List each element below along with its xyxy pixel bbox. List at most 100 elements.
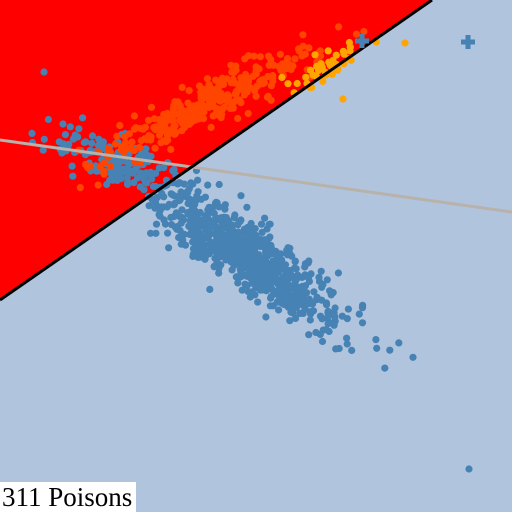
data-point-1256 [328, 70, 336, 78]
data-point-1145 [317, 52, 325, 60]
data-point-115 [358, 304, 367, 312]
data-point-1194 [299, 42, 307, 50]
data-point-1231 [302, 73, 310, 81]
data-point-752 [292, 265, 300, 273]
data-point-1045 [160, 110, 168, 119]
data-point-905 [115, 169, 123, 177]
data-point-728 [218, 249, 226, 257]
data-point-1218 [147, 133, 155, 141]
data-point-1153 [116, 121, 124, 130]
data-point-962 [252, 92, 260, 100]
data-point-1225 [175, 109, 183, 118]
data-point-1210 [185, 87, 193, 95]
data-point-769 [252, 262, 260, 270]
data-point-1224 [194, 104, 202, 112]
data-point-1011 [227, 61, 235, 69]
data-point-767 [223, 224, 231, 232]
data-point-1143 [237, 99, 245, 107]
data-point-718 [258, 256, 266, 264]
data-point-706 [147, 229, 155, 237]
data-point-1141 [163, 116, 171, 124]
data-point-446 [258, 228, 266, 236]
data-point-1185 [167, 145, 175, 153]
data-point-755 [275, 292, 283, 300]
data-point-616 [194, 188, 202, 196]
data-point-658 [234, 228, 242, 236]
data-point-516 [373, 344, 381, 352]
data-point-245 [152, 229, 160, 237]
data-point-1222 [141, 123, 149, 131]
data-point-694 [303, 272, 311, 280]
data-point-784 [88, 132, 97, 140]
data-point-859 [131, 166, 139, 174]
data-point-771 [289, 301, 297, 310]
data-point-912 [88, 139, 96, 147]
data-point-376 [161, 220, 170, 228]
data-point-562 [221, 205, 229, 213]
data-point-768 [250, 276, 259, 284]
data-point-1063 [275, 62, 283, 70]
data-point-666 [348, 346, 356, 354]
data-point-1090 [170, 130, 179, 138]
data-point-753 [282, 280, 290, 288]
data-point-1113 [187, 102, 195, 110]
data-point-1221 [117, 146, 125, 154]
data-point-1179 [183, 114, 191, 122]
data-point-1171 [137, 136, 145, 145]
data-point-681 [245, 242, 253, 250]
data-point-1211 [208, 99, 217, 107]
data-point-743 [201, 193, 209, 201]
data-point-758 [191, 200, 199, 208]
data-point-871 [44, 115, 53, 124]
data-point-1162 [195, 115, 203, 123]
data-point-644 [286, 244, 294, 252]
data-point-739 [318, 315, 326, 323]
data-point-836 [69, 172, 77, 180]
data-point-748 [237, 248, 246, 256]
data-point-732 [324, 308, 332, 316]
data-point-581 [232, 273, 240, 281]
data-point-504 [381, 364, 389, 372]
data-point-650 [269, 257, 277, 265]
data-point-470 [234, 279, 242, 287]
data-point-1084 [169, 117, 177, 125]
data-point-320 [294, 271, 302, 279]
data-point-1066 [94, 181, 102, 189]
data-point-1073 [147, 103, 156, 111]
data-point-1253 [345, 38, 353, 47]
data-point-1258 [311, 51, 319, 59]
data-point-1227 [252, 70, 260, 78]
data-point-218 [261, 214, 269, 222]
data-point-1060 [113, 132, 121, 140]
data-point-1075 [244, 109, 252, 118]
plus-marker-0 [355, 34, 369, 48]
data-point-928 [79, 114, 87, 122]
data-point-605 [264, 250, 272, 258]
data-point-674 [287, 270, 295, 279]
data-point-744 [267, 293, 275, 301]
data-point-1006 [136, 143, 144, 151]
data-point-575 [395, 339, 403, 347]
data-point-910 [117, 175, 125, 183]
data-point-700 [164, 229, 172, 237]
data-point-911 [64, 142, 72, 150]
data-point-897 [68, 162, 76, 170]
data-point-496 [172, 209, 180, 217]
data-point-745 [231, 211, 239, 219]
data-point-1114 [104, 145, 113, 153]
data-point-1198 [130, 112, 138, 120]
plus-markers [355, 34, 475, 49]
data-point-1189 [178, 119, 186, 128]
data-point-657 [272, 268, 280, 276]
data-point-1215 [216, 97, 224, 105]
data-point-273 [343, 340, 351, 348]
data-point-202 [322, 326, 330, 334]
data-point-955 [276, 50, 284, 58]
data-point-533 [276, 256, 284, 264]
data-point-636 [251, 291, 259, 299]
data-point-660 [329, 289, 337, 297]
data-point-531 [280, 301, 288, 309]
data-point-1213 [161, 122, 169, 130]
data-point-1228 [213, 91, 221, 99]
